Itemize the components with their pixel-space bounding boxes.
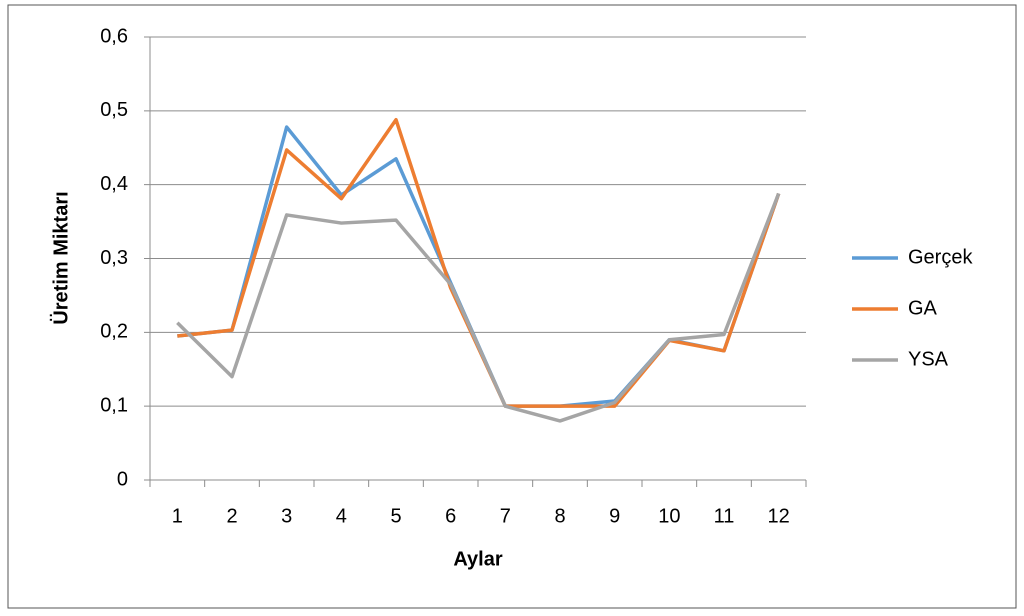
- x-tick-label: 7: [500, 505, 511, 527]
- x-tick-label: 3: [281, 505, 292, 527]
- series-line: [176, 192, 781, 423]
- y-tick-label: 0,2: [100, 321, 128, 343]
- y-tick-label: 0,5: [100, 99, 128, 121]
- x-tick-label: 11: [714, 505, 735, 527]
- x-tick-label: 1: [172, 505, 183, 527]
- x-tick-label: 8: [554, 505, 565, 527]
- x-tick-label: 6: [445, 505, 456, 527]
- legend-label: Gerçek: [908, 246, 973, 268]
- x-tick-label: 4: [336, 505, 347, 527]
- y-tick-label: 0,3: [100, 247, 128, 269]
- x-axis-label: Aylar: [453, 548, 503, 570]
- x-tick-label: 10: [658, 505, 680, 527]
- y-tick-label: 0,6: [100, 25, 128, 47]
- legend-label: GA: [908, 297, 938, 319]
- y-tick-label: 0,1: [100, 394, 128, 416]
- x-tick-label: 2: [226, 505, 237, 527]
- y-tick-label: 0: [117, 468, 128, 490]
- y-axis-label: Üretim Miktarı: [49, 191, 72, 324]
- x-tick-label: 9: [609, 505, 620, 527]
- chart-border: [7, 4, 1017, 609]
- x-tick-label: 12: [768, 505, 790, 527]
- legend-label: YSA: [908, 348, 949, 370]
- x-tick-label: 5: [390, 505, 401, 527]
- y-tick-label: 0,4: [100, 173, 128, 195]
